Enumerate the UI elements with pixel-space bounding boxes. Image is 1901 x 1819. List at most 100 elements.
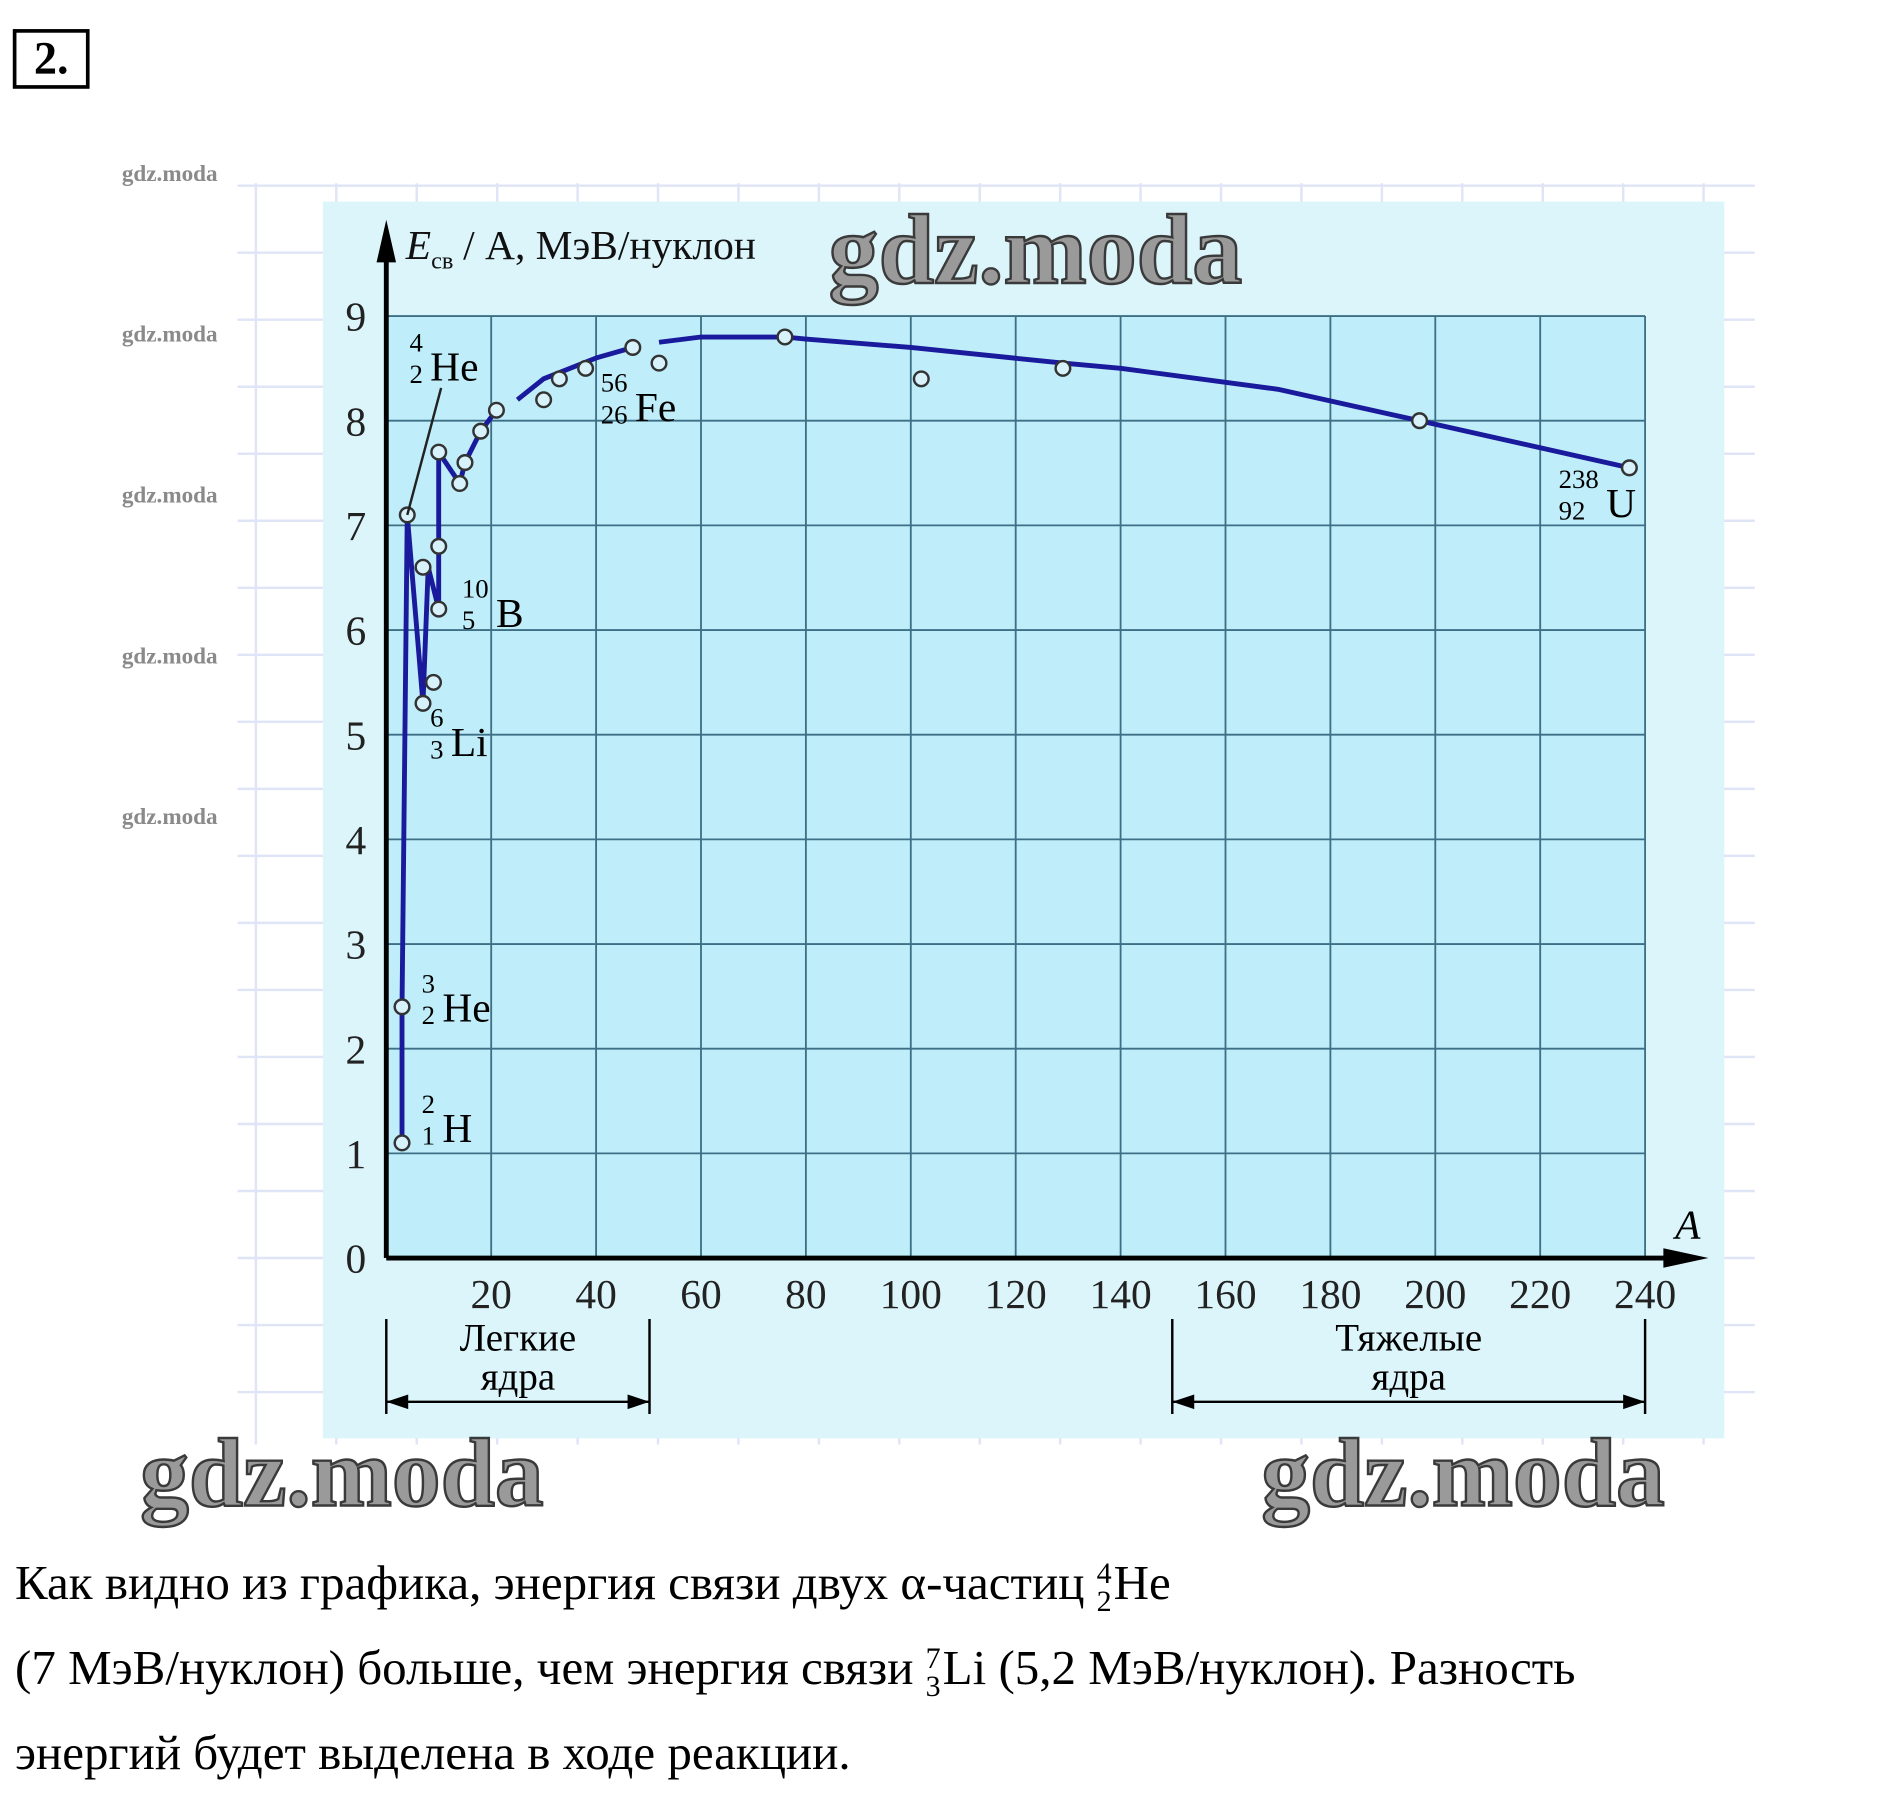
- x-axis-arrow: [1663, 1248, 1709, 1268]
- watermark: gdz.moda: [829, 194, 1243, 305]
- data-point: [424, 673, 443, 691]
- x-tick-label: 80: [785, 1271, 826, 1317]
- data-point: [1411, 412, 1429, 430]
- data-point: [472, 422, 490, 440]
- region-label: ядра: [481, 1356, 556, 1399]
- y-tick-label: 4: [345, 817, 366, 863]
- text: (7 МэВ/нуклон) больше, чем энергия связи: [15, 1640, 926, 1695]
- charge-number: 26: [601, 399, 628, 429]
- region-label: ядра: [1371, 1356, 1446, 1399]
- data-point: [535, 391, 553, 409]
- isotope-symbol: Fe: [635, 384, 676, 430]
- y-label-symbol: E: [405, 222, 431, 268]
- charge-number: 3: [925, 1669, 941, 1703]
- isotope-symbol: H: [442, 1105, 472, 1151]
- data-point: [776, 328, 794, 346]
- data-point: [1054, 359, 1072, 377]
- data-point: [650, 354, 668, 372]
- symbol: He: [1113, 1555, 1171, 1610]
- isotope-symbol: U: [1606, 480, 1636, 526]
- isotope-symbol: Li: [451, 719, 488, 765]
- mass-number: 2: [422, 1089, 435, 1119]
- y-label-units: / A, МэВ/нуклон: [463, 222, 756, 268]
- answer-text: Как видно из графика, энергия связи двух…: [15, 1540, 1576, 1795]
- mass-number: 4: [409, 327, 422, 357]
- x-tick-label: 240: [1614, 1271, 1676, 1317]
- mass-number: 56: [601, 368, 628, 398]
- y-axis-label: Eсв / A, МэВ/нуклон: [405, 222, 756, 275]
- x-axis-label: A: [1672, 1202, 1701, 1248]
- leader-line: [406, 387, 443, 516]
- data-point: [456, 454, 474, 472]
- region-label: Тяжелые: [1335, 1317, 1482, 1360]
- arrow-head: [386, 1394, 409, 1410]
- watermark: gdz.moda: [122, 322, 218, 348]
- y-tick-label: 5: [345, 712, 366, 758]
- data-point: [624, 338, 642, 356]
- data-point: [430, 600, 448, 618]
- data-point: [393, 1134, 411, 1152]
- watermark: gdz.moda: [122, 161, 218, 187]
- y-tick-label: 1: [345, 1131, 366, 1177]
- x-tick-label: 220: [1509, 1271, 1571, 1317]
- region-label: Легкие: [460, 1317, 577, 1360]
- isotope-symbol: He: [430, 344, 478, 390]
- y-tick-label: 6: [345, 608, 366, 654]
- x-tick-label: 200: [1404, 1271, 1466, 1317]
- x-tick-label: 140: [1090, 1271, 1152, 1317]
- data-point: [912, 370, 930, 388]
- data-point: [430, 443, 448, 461]
- x-tick-label: 180: [1299, 1271, 1361, 1317]
- x-tick-label: 40: [575, 1271, 616, 1317]
- data-point: [1620, 459, 1638, 477]
- data-point: [414, 558, 432, 576]
- data-point: [430, 537, 448, 555]
- problem-number: 2.: [34, 34, 69, 85]
- data-point: [451, 474, 469, 493]
- charge-number: 3: [430, 734, 443, 764]
- watermark: gdz.moda: [140, 1419, 543, 1527]
- y-tick-label: 7: [345, 503, 366, 549]
- y-axis-arrow: [376, 219, 397, 263]
- data-point: [414, 694, 432, 712]
- y-tick-label: 3: [345, 922, 366, 968]
- y-tick-label: 0: [345, 1236, 366, 1282]
- charge-number: 2: [409, 359, 422, 389]
- data-point: [577, 359, 595, 377]
- y-label-subscript: св: [431, 248, 453, 275]
- arrow-head: [1172, 1394, 1195, 1410]
- arrow-head: [627, 1394, 650, 1410]
- charge-number: 2: [1096, 1584, 1112, 1618]
- text: энергий будет выделена в ходе реакции.: [15, 1725, 851, 1780]
- data-point: [550, 370, 568, 388]
- x-tick-label: 160: [1194, 1271, 1256, 1317]
- isotope-symbol: B: [496, 590, 524, 636]
- symbol: Li: [942, 1640, 987, 1695]
- x-tick-label: 100: [880, 1271, 942, 1317]
- arrow-head: [1623, 1394, 1646, 1410]
- mass-number: 6: [430, 703, 443, 733]
- mass-number: 3: [422, 968, 435, 998]
- y-tick-label: 9: [345, 294, 366, 340]
- watermark: gdz.moda: [122, 804, 218, 830]
- mass-number: 10: [462, 574, 489, 604]
- watermark: gdz.moda: [1261, 1419, 1664, 1527]
- y-tick-label: 8: [345, 398, 366, 444]
- x-tick-label: 120: [985, 1271, 1047, 1317]
- mass-number: 7: [925, 1641, 941, 1675]
- x-tick-label: 60: [680, 1271, 721, 1317]
- text: (5,2 МэВ/нуклон). Разность: [986, 1640, 1576, 1695]
- mass-number: 238: [1559, 464, 1599, 494]
- data-point: [393, 998, 411, 1016]
- data-point: [487, 401, 505, 419]
- charge-number: 5: [462, 605, 475, 635]
- watermark: gdz.moda: [122, 643, 218, 669]
- isotope-symbol: He: [442, 985, 490, 1031]
- watermark: gdz.moda: [122, 482, 218, 508]
